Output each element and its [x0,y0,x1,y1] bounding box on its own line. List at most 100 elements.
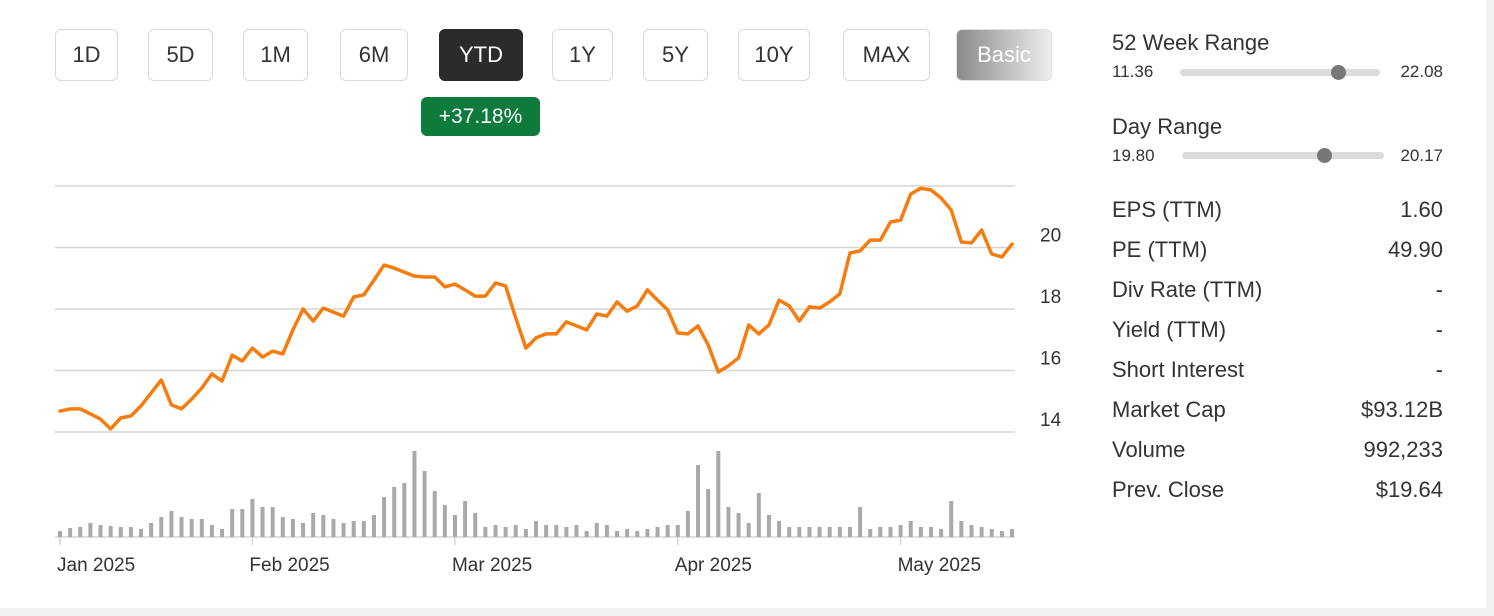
volume-bar [574,525,579,537]
stat-label: Short Interest [1112,357,1245,382]
volume-bar [58,531,62,537]
volume-bar [341,523,346,537]
price-line [58,186,1014,431]
range-button[interactable]: 5Y [643,29,708,81]
y-tick-label: 18 [1040,287,1061,308]
volume-bar [169,511,174,537]
volume-bar [189,519,194,537]
stat-value: $93.12B [1361,397,1443,422]
volume-bar [888,527,893,537]
volume-bar [260,507,265,537]
volume-bar [615,531,620,537]
volume-bar [301,523,306,537]
range-label: 52 Week Range [1112,30,1270,55]
volume-bar [969,525,974,537]
volume-bar [625,529,630,537]
volume-bar [88,523,93,537]
volume-bar [949,501,954,537]
volume-bar [68,528,73,537]
range-button[interactable]: YTD [439,29,523,81]
volume-bar [797,527,802,537]
volume-bar [159,517,164,537]
volume-bar [270,507,275,537]
volume-bar [766,515,771,537]
volume-bar [696,465,701,537]
volume-bar [999,531,1004,537]
volume-bar [311,513,316,537]
range-button[interactable]: Basic [956,29,1052,81]
range-label: Day Range [1112,114,1223,139]
volume-bar [716,451,721,537]
y-tick-label: 20 [1040,226,1061,247]
range-high: 22.08 [1400,62,1443,81]
volume-bar [706,489,711,537]
volume-bar [645,529,650,537]
volume-bar [534,521,538,537]
range-marker [1331,65,1347,80]
range-button[interactable]: 10Y [738,29,810,81]
volume-bar [787,527,792,537]
volume-bar [230,509,235,537]
volume-bar [98,525,103,537]
range-marker [1316,148,1332,163]
volume-bar [240,509,245,537]
range-button[interactable]: 1M [243,29,308,81]
range-button[interactable]: 5D [148,29,213,81]
volume-bar [452,515,457,537]
volume-bar [422,471,427,537]
volume-bar [604,525,609,537]
volume-bar [108,526,113,537]
volume-bar [220,529,225,537]
range-button[interactable]: 6M [340,29,408,81]
volume-bar [979,527,984,537]
stat-label: Market Cap [1112,397,1226,422]
stat-value: 1.60 [1400,197,1443,222]
volume-bar [432,491,437,537]
volume-bar [655,527,660,537]
volume-bar [554,525,559,537]
volume-bar [503,527,508,537]
volume-bar [290,519,295,537]
range-high: 20.17 [1400,146,1443,165]
volume-bar [756,493,761,537]
stat-label: EPS (TTM) [1112,197,1222,222]
volume-bar [139,529,144,537]
volume-bar [594,523,599,537]
volume-bar [78,527,83,537]
stat-label: Volume [1112,437,1186,462]
volume-bar [584,531,589,537]
stat-value: 49.90 [1387,237,1443,262]
volume-bar [513,525,518,537]
stat-label: PE (TTM) [1112,237,1208,262]
range-low: 19.80 [1112,146,1155,165]
volume-bar [665,525,670,537]
stat-value: - [1435,317,1443,342]
change-badge: +37.18% [421,97,540,136]
volume-bar [118,527,123,537]
range-low: 11.36 [1112,62,1154,81]
range-button[interactable]: MAX [843,29,930,81]
volume-bar [868,529,873,537]
volume-bar [442,505,447,537]
volume-bar [847,527,852,537]
volume-bar [128,527,133,537]
volume-bar [331,519,336,537]
x-tick-label: May 2025 [898,555,981,576]
volume-bar [898,525,903,537]
volume-bar [523,529,528,537]
volume-bar [463,501,468,537]
volume-bar [1010,529,1014,537]
volume-bar [382,497,387,537]
x-tick-label: Feb 2025 [249,555,329,576]
volume-bar [928,527,933,537]
volume-bar [746,523,751,537]
x-tick-label: Mar 2025 [452,555,532,576]
volume-bar [371,515,376,537]
volume-bar [361,521,366,537]
volume-bar [473,513,478,537]
range-button[interactable]: 1Y [552,29,613,81]
volume-bar [149,523,154,537]
stat-value: 992,233 [1363,437,1443,462]
range-button[interactable]: 1D [55,29,118,81]
